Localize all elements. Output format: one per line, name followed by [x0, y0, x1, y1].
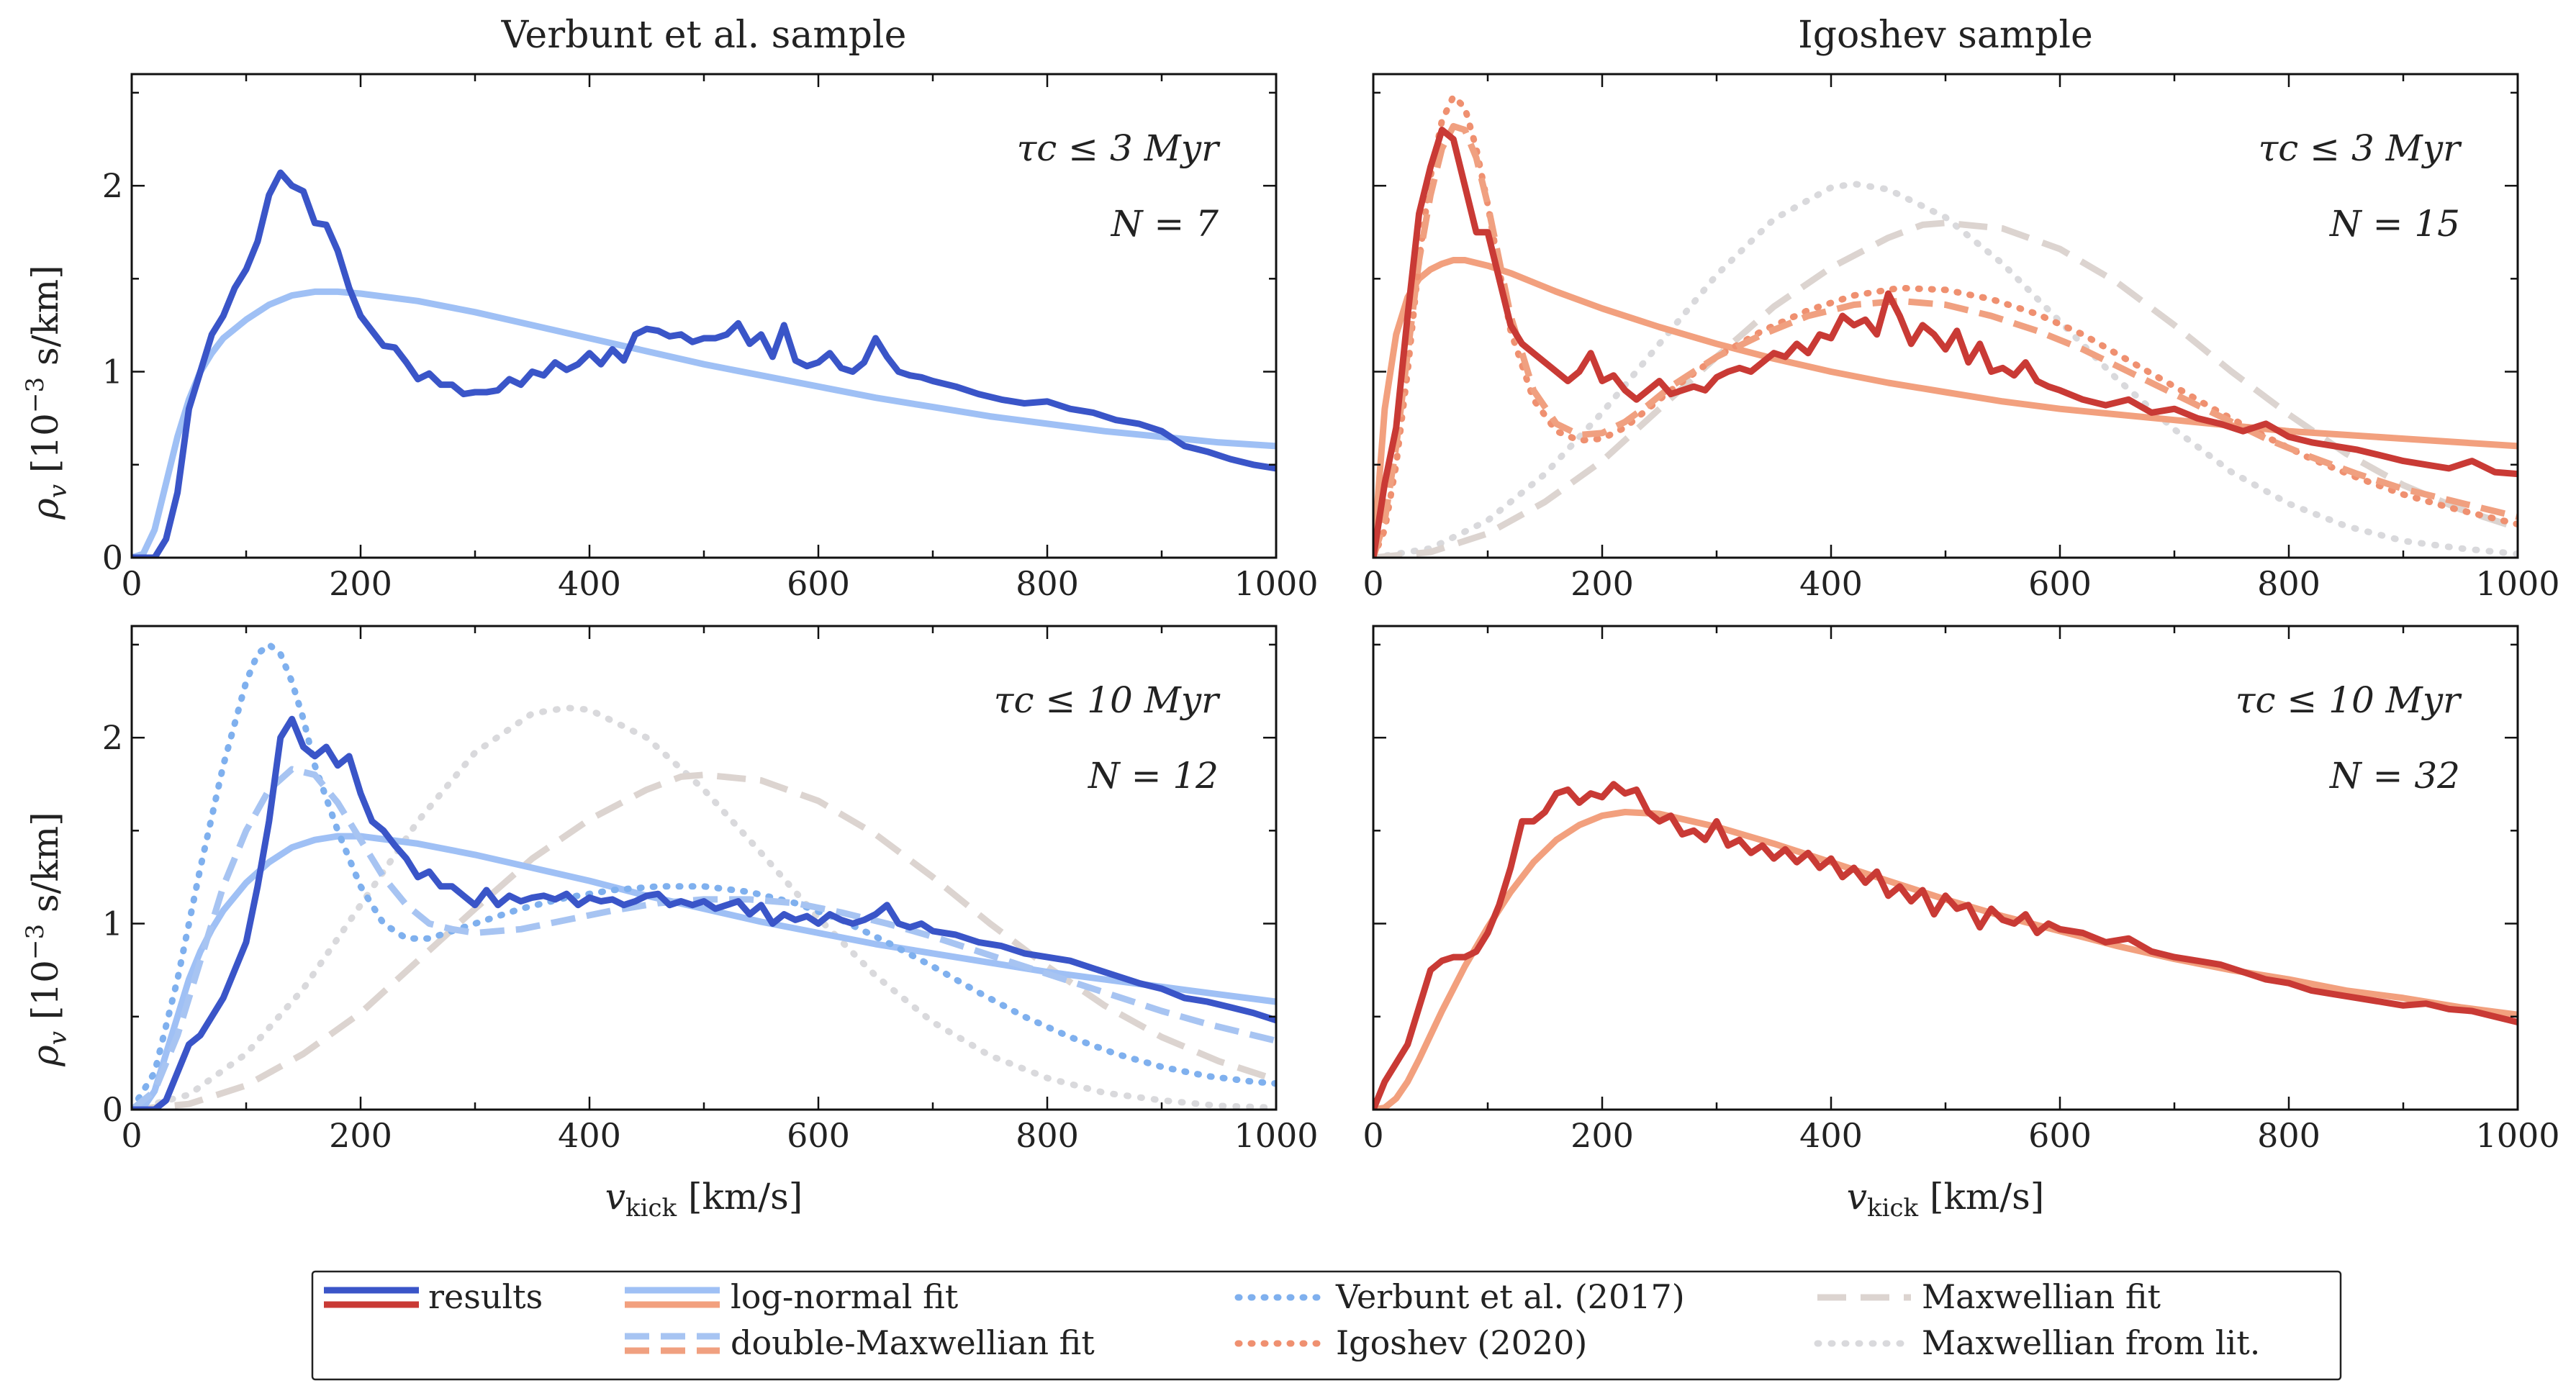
- svg-text:ρv [10−3 s/km]: ρv [10−3 s/km]: [21, 265, 73, 520]
- x-tick-label: 0: [121, 564, 142, 603]
- x-tick-label: 0: [121, 1116, 142, 1155]
- x-tick-label: 400: [1799, 564, 1863, 603]
- annotation-n: N = 15: [2329, 203, 2460, 245]
- y-tick-label: 0: [102, 538, 123, 577]
- x-tick-label: 0: [1362, 1116, 1383, 1155]
- x-tick-label: 200: [329, 564, 392, 603]
- xlabel-right: vkick [km/s]: [1847, 1176, 2045, 1223]
- x-tick-label: 200: [1571, 1116, 1634, 1155]
- legend-label-igoshev: Igoshev (2020): [1336, 1323, 1587, 1362]
- annotation-n: N = 32: [2329, 755, 2460, 797]
- series-log-normal-fit-line: [132, 833, 1276, 1110]
- x-tick-label: 800: [2257, 564, 2320, 603]
- series-results-line: [1373, 127, 2518, 558]
- series-results-line: [1373, 781, 2518, 1110]
- x-tick-label: 800: [1016, 564, 1079, 603]
- x-tick-label: 600: [2028, 1116, 2092, 1155]
- legend: results log-normal fit double-Maxwellian…: [311, 1270, 2342, 1381]
- series-double-maxwellian-fit-line: [1373, 122, 2518, 558]
- y-tick-label: 2: [102, 166, 123, 205]
- annotation-tau: τc ≤ 10 Myr: [2236, 679, 2462, 721]
- x-tick-label: 1000: [2475, 564, 2559, 603]
- x-tick-label: 1000: [1234, 1116, 1318, 1155]
- y-tick-label: 2: [102, 718, 123, 757]
- series-results-line: [132, 169, 1276, 558]
- x-tick-label: 400: [558, 1116, 621, 1155]
- x-tick-label: 1000: [1234, 564, 1318, 603]
- series-maxwellian-from-lit--line: [1373, 181, 2518, 558]
- panel-bottom-left: 0 200 400 600 800 1000 0 1 2 τc ≤ 10 Myr N = 12: [102, 625, 1319, 1155]
- x-tick-label: 400: [1799, 1116, 1863, 1155]
- xlabel-left: vkick [km/s]: [605, 1176, 803, 1223]
- panel-top-left: 0 200 400 600 800 1000 0 1 2 τc ≤ 3 Myr N = 7: [102, 73, 1319, 603]
- x-tick-label: 600: [787, 564, 850, 603]
- series-log-normal-fit-line: [1373, 809, 2518, 1110]
- series-log-normal-fit-line: [132, 288, 1276, 558]
- series-verbunt-et-al-2017--line: [132, 641, 1276, 1110]
- x-tick-label: 600: [2028, 564, 2092, 603]
- x-tick-label: 800: [2257, 1116, 2320, 1155]
- legend-label-verbunt: Verbunt et al. (2017): [1335, 1277, 1685, 1316]
- annotation-tau: τc ≤ 3 Myr: [2259, 127, 2462, 169]
- x-tick-label: 200: [1571, 564, 1634, 603]
- x-tick-label: 1000: [2475, 1116, 2559, 1155]
- series-maxwellian-from-lit--line: [132, 704, 1276, 1110]
- series-log-normal-fit-line: [1373, 257, 2518, 558]
- panel-bottom-right: 0 200 400 600 800 1000 τc ≤ 10 Myr N = 32: [1362, 625, 2560, 1155]
- x-tick-label: 0: [1362, 564, 1383, 603]
- ylabel-bottom: ρv [10−3 s/km]: [21, 812, 73, 1066]
- legend-label-maxwell-fit: Maxwellian fit: [1922, 1277, 2161, 1316]
- series-results-line: [132, 715, 1276, 1110]
- legend-label-lognormal: log-normal fit: [731, 1277, 959, 1316]
- y-tick-label: 1: [102, 353, 123, 391]
- series-maxwellian-fit-line: [1373, 219, 2518, 558]
- x-tick-label: 600: [787, 1116, 850, 1155]
- annotation-tau: τc ≤ 3 Myr: [1017, 127, 1221, 169]
- ylabel-top: ρv [10−3 s/km]: [21, 265, 73, 520]
- x-tick-label: 200: [329, 1116, 392, 1155]
- x-tick-label: 400: [558, 564, 621, 603]
- y-tick-label: 1: [102, 905, 123, 943]
- svg-text:ρv [10−3 s/km]: ρv [10−3 s/km]: [21, 812, 73, 1066]
- annotation-tau: τc ≤ 10 Myr: [994, 679, 1221, 721]
- x-tick-label: 800: [1016, 1116, 1079, 1155]
- col-title-verbunt: Verbunt et al. sample: [501, 14, 907, 57]
- annotation-n: N = 7: [1111, 203, 1219, 245]
- legend-label-maxwell-lit: Maxwellian from lit.: [1922, 1323, 2260, 1362]
- y-tick-label: 0: [102, 1090, 123, 1129]
- panel-top-right: 0 200 400 600 800 1000 τc ≤ 3 Myr N = 15: [1362, 73, 2560, 603]
- legend-label-results: results: [428, 1277, 543, 1316]
- legend-label-doublemax: double-Maxwellian fit: [731, 1323, 1095, 1362]
- annotation-n: N = 12: [1088, 755, 1219, 797]
- series-double-maxwellian-fit-line: [132, 766, 1276, 1110]
- col-title-igoshev: Igoshev sample: [1798, 14, 2093, 57]
- series-maxwellian-fit-line: [132, 771, 1276, 1110]
